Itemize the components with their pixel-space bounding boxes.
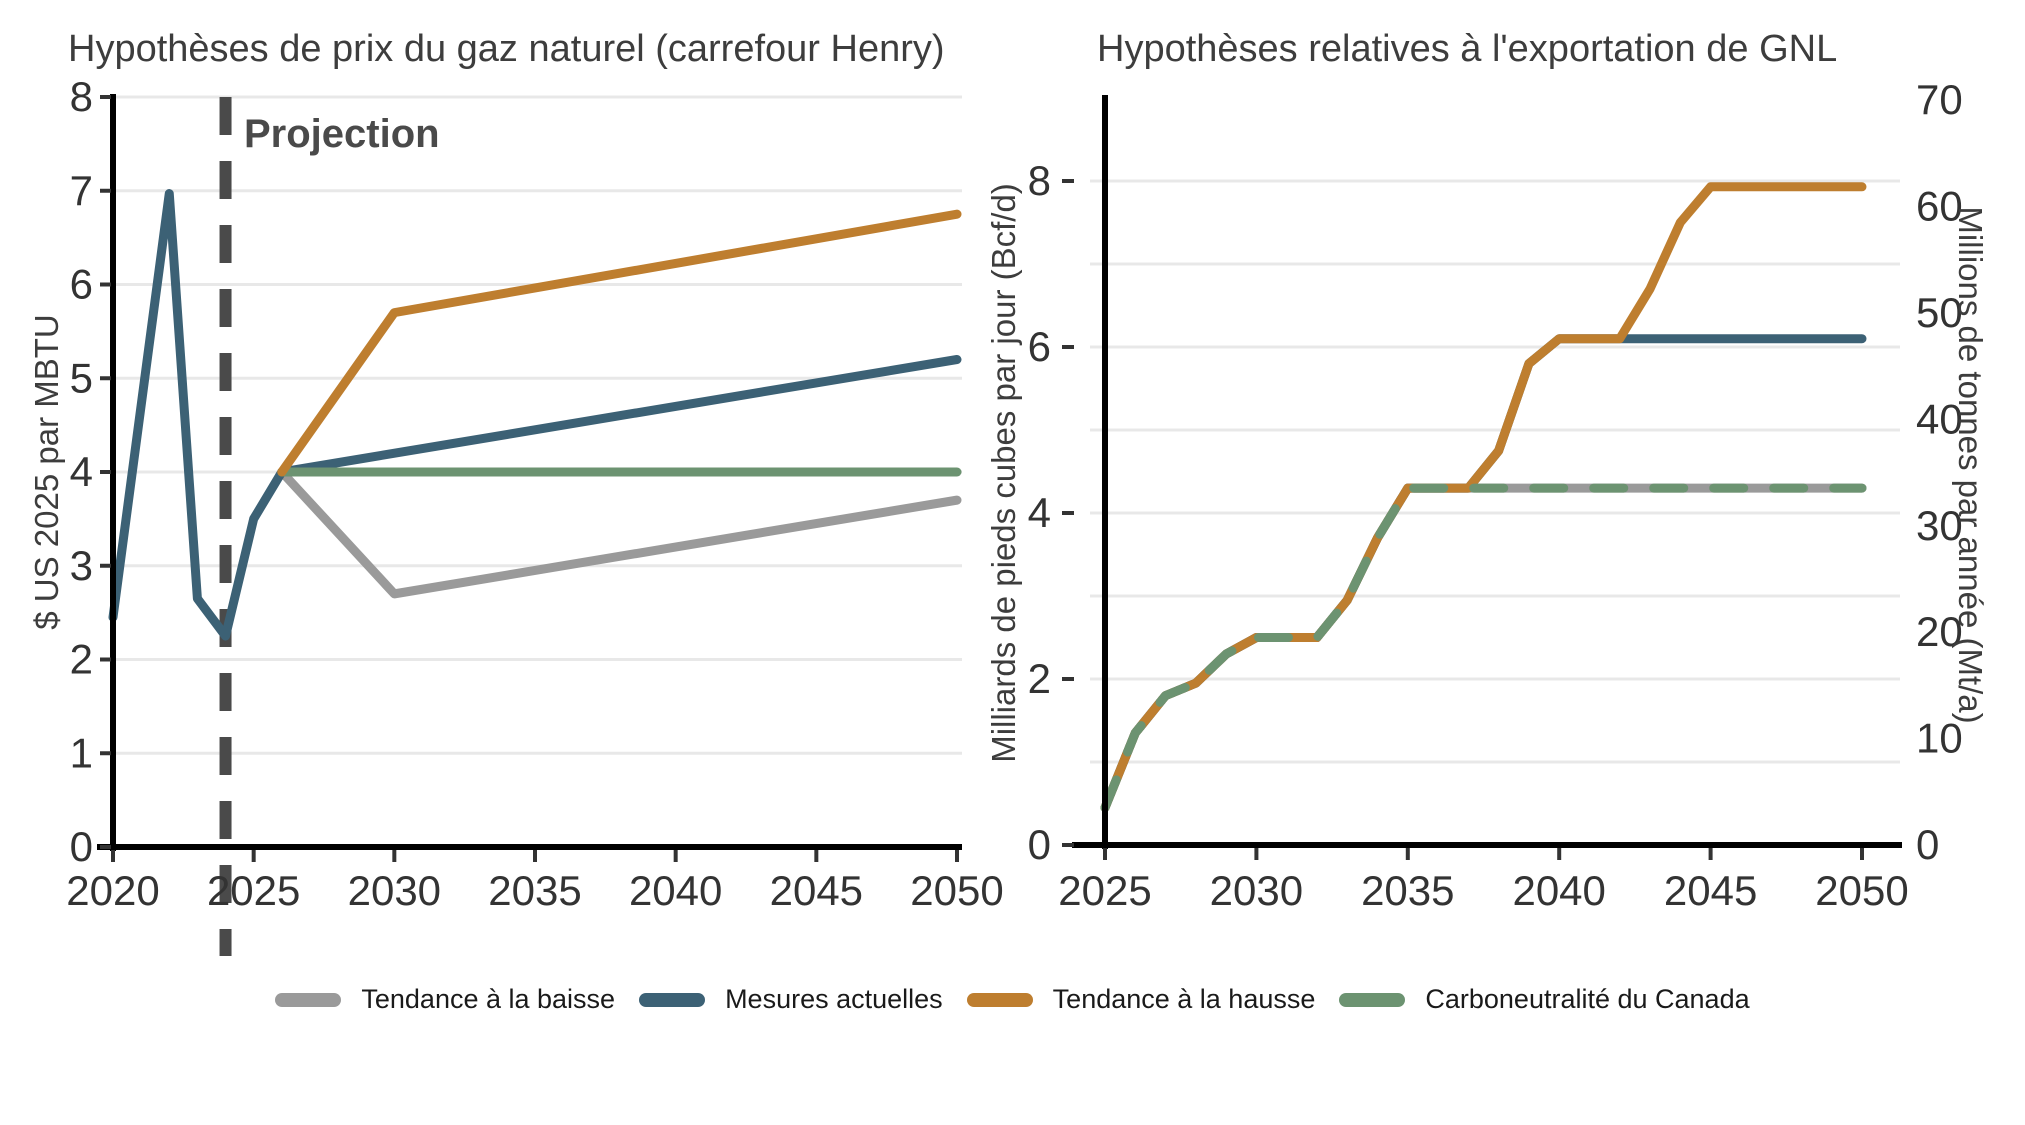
y-axis-tick-label: 2 bbox=[1028, 655, 1051, 702]
y-axis-tick-label: 8 bbox=[1028, 157, 1051, 204]
x-axis-tick-label: 2025 bbox=[207, 867, 300, 914]
y-axis-tick-label: 0 bbox=[70, 823, 93, 870]
legend-entry-carboneutralite: Carboneutralité du Canada bbox=[1339, 984, 1750, 1015]
legend-entry-mesures-actuelles: Mesures actuelles bbox=[639, 984, 943, 1015]
secondary-y-axis-tick-label: 40 bbox=[1916, 395, 1963, 442]
y-axis-tick-label: 1 bbox=[70, 729, 93, 776]
secondary-y-axis-tick-label: 50 bbox=[1916, 289, 1963, 336]
x-axis-tick-label: 2040 bbox=[629, 867, 722, 914]
secondary-y-axis-tick-label: 60 bbox=[1916, 183, 1963, 230]
y-axis-tick-label: 6 bbox=[70, 261, 93, 308]
x-axis-tick-label: 2030 bbox=[348, 867, 441, 914]
chart-legend: Tendance à la baisse Mesures actuelles T… bbox=[0, 984, 2025, 1015]
legend-entry-tendance-hausse: Tendance à la hausse bbox=[966, 984, 1316, 1015]
secondary-y-axis-tick-label: 70 bbox=[1916, 76, 1963, 123]
series-line-tendance-la-baisse bbox=[1100, 483, 1867, 813]
y-axis-tick-label: 0 bbox=[1028, 821, 1051, 868]
projection-annotation: Projection bbox=[244, 112, 440, 156]
series-line-mesures-actuelles bbox=[1100, 334, 1867, 813]
series-line-mesures-actuelles-historique- bbox=[108, 189, 287, 641]
right-chart-y-axis-label: Milliards de pieds cubes par jour (Bcf/d… bbox=[985, 183, 1022, 763]
legend-label: Tendance à la baisse bbox=[361, 984, 616, 1014]
gas-price-chart: 0 1 2 3 4 5 6 7 8 2020 2025 2030 2035 2040 2045 2050 bbox=[66, 73, 1004, 956]
x-axis-tick-label: 2040 bbox=[1512, 867, 1605, 914]
series-line-tendance-la-hausse bbox=[277, 209, 962, 477]
legend-entry-tendance-baisse: Tendance à la baisse bbox=[275, 984, 615, 1015]
legend-swatch-blue-icon bbox=[639, 992, 706, 1007]
y-axis-tick-label: 4 bbox=[1028, 489, 1051, 536]
x-axis-tick-label: 2035 bbox=[1361, 867, 1454, 914]
y-axis-tick-label: 6 bbox=[1028, 323, 1051, 370]
x-axis-tick-label: 2050 bbox=[910, 867, 1003, 914]
secondary-y-axis-tick-label: 10 bbox=[1916, 715, 1963, 762]
series-line-tendance-la-hausse bbox=[1100, 182, 1867, 813]
legend-swatch-green-icon bbox=[1339, 992, 1406, 1007]
left-chart-title: Hypothèses de prix du gaz naturel (carre… bbox=[68, 28, 945, 70]
secondary-y-axis-tick-label: 30 bbox=[1916, 502, 1963, 549]
y-axis-tick-label: 7 bbox=[70, 167, 93, 214]
legend-swatch-orange-icon bbox=[966, 992, 1033, 1007]
legend-label: Tendance à la hausse bbox=[1052, 984, 1316, 1014]
series-line-mesures-actuelles-projection- bbox=[277, 355, 962, 477]
x-axis-tick-label: 2050 bbox=[1815, 867, 1908, 914]
legend-label: Carboneutralité du Canada bbox=[1425, 984, 1750, 1014]
y-axis-tick-label: 8 bbox=[70, 73, 93, 120]
secondary-y-axis-tick-label: 20 bbox=[1916, 608, 1963, 655]
x-axis-tick-label: 2045 bbox=[1664, 867, 1757, 914]
x-axis-tick-label: 2025 bbox=[1058, 867, 1151, 914]
series-line-tendance-la-baisse bbox=[277, 467, 962, 599]
legend-label: Mesures actuelles bbox=[725, 984, 943, 1014]
right-chart-title: Hypothèses relatives à l'exportation de … bbox=[1097, 28, 1838, 70]
x-axis-tick-label: 2020 bbox=[66, 867, 159, 914]
x-axis-tick-label: 2030 bbox=[1210, 867, 1303, 914]
legend-swatch-gray-icon bbox=[275, 992, 342, 1007]
y-axis-tick-label: 3 bbox=[70, 542, 93, 589]
series-line-carboneutralit-du-canada bbox=[1100, 483, 1867, 813]
x-axis-tick-label: 2035 bbox=[488, 867, 581, 914]
secondary-y-axis-tick-label: 0 bbox=[1916, 821, 1939, 868]
left-chart-y-axis-label: $ US 2025 par MBTU bbox=[28, 314, 65, 630]
x-axis-tick-label: 2045 bbox=[770, 867, 863, 914]
y-axis-tick-label: 2 bbox=[70, 636, 93, 683]
y-axis-tick-label: 4 bbox=[70, 448, 93, 495]
right-chart-secondary-axis-label: Millions de tonnes par année (Mt/a) bbox=[1952, 206, 1989, 724]
y-axis-tick-label: 5 bbox=[70, 354, 93, 401]
